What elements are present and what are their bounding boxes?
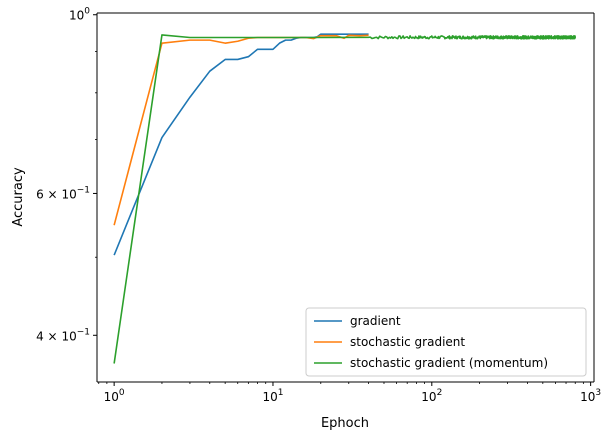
legend: gradient stochastic gradient stochastic gr… — [305, 307, 587, 377]
y-tick-base: 10 — [61, 329, 76, 343]
x-tick-label: 100 — [104, 388, 125, 404]
y-tick-base: 10 — [61, 187, 76, 201]
legend-label-stochastic-gradient-momentum: stochastic gradient (momentum) — [350, 356, 548, 370]
x-tick-exponent: 3 — [595, 388, 601, 398]
x-tick-exponent: 0 — [119, 388, 125, 398]
y-tick-exponent: 0 — [84, 7, 90, 17]
y-axis-label: Accuracy — [11, 167, 26, 227]
y-tick-base: 10 — [69, 9, 84, 23]
x-tick-exponent: 1 — [278, 388, 284, 398]
legend-label-stochastic-gradient: stochastic gradient — [350, 335, 465, 349]
axes-frame — [96, 12, 595, 383]
x-tick-label: 103 — [580, 388, 601, 404]
x-tick-base: 10 — [421, 390, 436, 404]
y-tick-mantissa: 6 × — [36, 187, 61, 201]
x-axis-ticks: 100 101 102 103 — [98, 382, 601, 404]
y-tick-mantissa: 4 × — [36, 329, 61, 343]
x-tick-base: 10 — [104, 390, 119, 404]
x-tick-base: 10 — [580, 390, 595, 404]
series-layer — [113, 33, 577, 364]
y-tick-label: 4 × 10−1 — [36, 327, 90, 343]
legend-label-gradient: gradient — [350, 314, 401, 328]
x-tick-base: 10 — [262, 390, 277, 404]
x-tick-label: 101 — [262, 388, 283, 404]
series-line-stochastic-gradient-momentum — [113, 34, 577, 364]
x-tick-exponent: 2 — [437, 388, 443, 398]
legend-box — [305, 307, 587, 377]
x-tick-label: 102 — [421, 388, 442, 404]
y-tick-exponent: −1 — [77, 327, 90, 337]
series-line-gradient — [113, 33, 369, 256]
y-tick-exponent: −1 — [77, 185, 90, 195]
y-tick-label: 100 — [69, 7, 90, 23]
y-tick-label: 6 × 10−1 — [36, 185, 90, 201]
x-axis-label: Ephoch — [321, 416, 369, 431]
